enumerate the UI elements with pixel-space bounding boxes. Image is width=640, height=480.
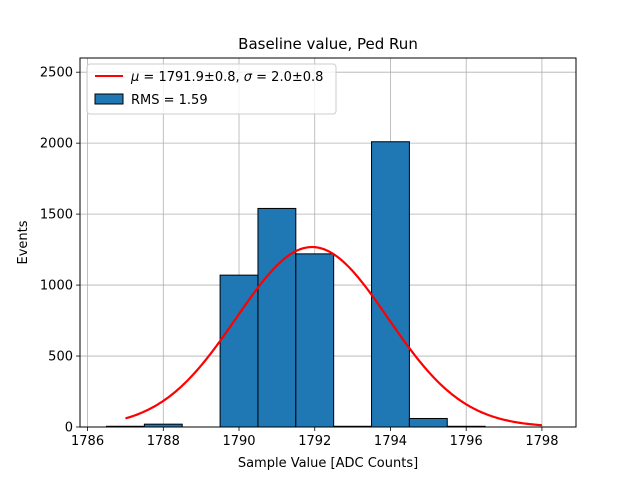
histogram-bar xyxy=(371,141,410,428)
y-tick-label: 1500 xyxy=(40,208,73,223)
y-tick-label: 500 xyxy=(48,350,73,365)
histogram-bar xyxy=(408,417,448,428)
histogram-bars xyxy=(106,141,486,428)
y-tick-label: 2500 xyxy=(40,66,73,81)
x-tick-label: 1786 xyxy=(71,434,104,449)
x-axis-label: Sample Value [ADC Counts] xyxy=(238,456,418,471)
y-axis-label: Events xyxy=(16,220,31,264)
y-tick-label: 1000 xyxy=(40,279,73,294)
x-tick-label: 1794 xyxy=(374,434,407,449)
chart-title: Baseline value, Ped Run xyxy=(238,35,418,53)
legend-sigma-text: = 2.0±0.8 xyxy=(252,70,323,85)
x-tick-label: 1788 xyxy=(147,434,180,449)
gaussian-fit xyxy=(125,245,543,427)
y-tick-label: 2000 xyxy=(40,137,73,152)
x-tick-label: 1796 xyxy=(450,434,483,449)
fit-curve-line xyxy=(125,245,543,427)
histogram-bar xyxy=(295,253,335,428)
legend-mu-symbol: μ xyxy=(130,70,139,85)
legend-histogram-patch xyxy=(94,93,124,105)
histogram-bar xyxy=(257,207,297,428)
legend-mu-text: = 1791.9±0.8, xyxy=(139,70,243,85)
legend-histogram-label: RMS = 1.59 xyxy=(131,93,208,108)
histogram-bar xyxy=(219,274,259,428)
legend-fit-label: μ = 1791.9±0.8, σ = 2.0±0.8 xyxy=(130,70,323,85)
y-tick-label: 0 xyxy=(65,421,73,436)
legend-sigma-symbol: σ xyxy=(244,70,253,85)
plot-frame xyxy=(79,57,577,428)
x-axis-ticks: 1786 1788 1790 1792 1794 1796 1798 xyxy=(71,427,558,449)
legend: μ = 1791.9±0.8, σ = 2.0±0.8 RMS = 1.59 xyxy=(86,63,337,115)
x-tick-label: 1790 xyxy=(222,434,255,449)
x-tick-label: 1798 xyxy=(525,434,558,449)
y-axis-ticks: 0 500 1000 1500 2000 2500 xyxy=(40,66,80,436)
legend-box xyxy=(86,63,337,115)
x-tick-label: 1792 xyxy=(298,434,331,449)
